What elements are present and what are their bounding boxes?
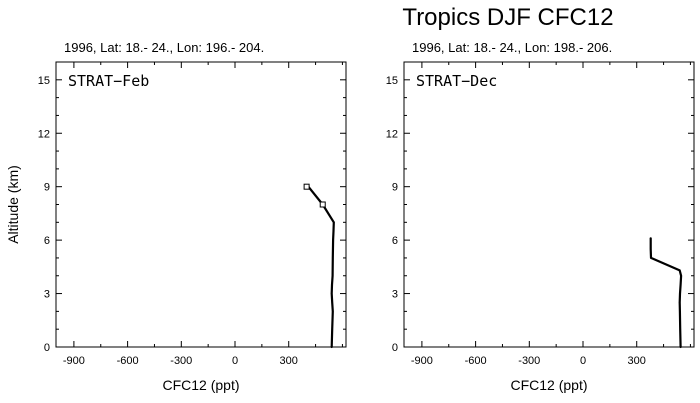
x-tick-label: -300 <box>170 355 192 367</box>
chart-panel-2: 1996, Lat: 18.- 24., Lon: 198.- 206. STRA… <box>386 40 695 393</box>
series-line-1 <box>307 185 335 349</box>
x-tick-label: 300 <box>628 355 646 367</box>
square-marker <box>303 183 310 190</box>
chart-panel-1: 1996, Lat: 18.- 24., Lon: 196.- 204. STRA… <box>5 40 347 393</box>
x-tick-label: -900 <box>411 355 433 367</box>
data-point <box>649 248 652 250</box>
x-tick-label: -600 <box>117 355 139 367</box>
data-point <box>330 292 333 295</box>
panel-subtitle: 1996, Lat: 18.- 24., Lon: 196.- 204. <box>64 40 264 55</box>
data-point <box>649 237 652 240</box>
data-point <box>679 292 681 295</box>
x-axis-label: CFC12 (ppt) <box>510 377 587 393</box>
data-point <box>679 328 682 330</box>
y-tick-label: 12 <box>386 128 398 140</box>
data-point <box>678 269 681 272</box>
panel-label: STRAT−Dec <box>416 72 497 90</box>
x-axis-label: CFC12 (ppt) <box>162 377 239 393</box>
figure-title: Tropics DJF CFC12 <box>402 4 613 31</box>
square-marker <box>319 201 326 208</box>
x-tick-label: 0 <box>580 355 586 367</box>
panel-subtitle: 1996, Lat: 18.- 24., Lon: 198.- 206. <box>412 40 612 55</box>
y-tick-label: 6 <box>44 235 50 247</box>
data-point <box>679 346 682 348</box>
plot-frame <box>55 61 347 348</box>
x-tick-label: -900 <box>63 355 85 367</box>
x-tick-label: 0 <box>232 355 238 367</box>
data-point <box>332 230 335 233</box>
data-point <box>331 301 334 304</box>
data-point <box>331 274 334 277</box>
y-tick-label: 0 <box>44 342 50 354</box>
data-point <box>679 283 682 286</box>
plot-frame <box>403 61 695 348</box>
panel-label: STRAT−Feb <box>68 72 149 90</box>
y-tick-label: 9 <box>44 182 50 194</box>
data-point <box>331 257 334 259</box>
series-line-1 <box>649 237 683 349</box>
data-point <box>332 239 334 241</box>
x-tick-label: -300 <box>518 355 540 367</box>
data-point <box>331 328 334 330</box>
y-tick-label: 12 <box>38 128 50 140</box>
data-point <box>331 283 333 286</box>
data-point <box>650 257 652 259</box>
y-tick-label: 0 <box>392 342 398 354</box>
y-tick-label: 3 <box>44 289 50 301</box>
data-point <box>333 221 335 224</box>
y-axis-label: Altitude (km) <box>5 165 21 244</box>
x-tick-label: -600 <box>465 355 487 367</box>
y-tick-label: 6 <box>392 235 398 247</box>
y-tick-label: 15 <box>386 75 398 87</box>
y-tick-label: 15 <box>38 75 50 87</box>
data-point <box>679 310 681 313</box>
data-point <box>678 301 681 304</box>
data-point <box>680 274 682 277</box>
data-point <box>331 310 334 313</box>
data-point <box>330 346 333 348</box>
y-tick-label: 3 <box>392 289 398 301</box>
x-tick-label: 300 <box>280 355 298 367</box>
y-tick-label: 9 <box>392 182 398 194</box>
